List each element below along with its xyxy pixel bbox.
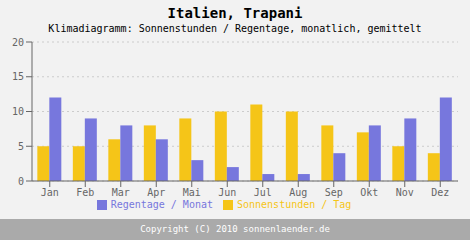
- html-text:Copyright (C) 2010 sonnenlaend: Copyright (C) 2010 sonnenlaender.de: [140, 224, 330, 234]
- svg-text:Aug: Aug: [289, 187, 307, 198]
- svg-text:15: 15: [12, 71, 24, 82]
- svg-text:Okt: Okt: [360, 187, 378, 198]
- svg-text:Mai: Mai: [183, 187, 201, 198]
- svg-text:20: 20: [12, 37, 24, 48]
- html-text:Sonnenstunden / Tag: Sonnenstunden / Tag: [237, 199, 352, 210]
- svg-text:Mar: Mar: [112, 187, 130, 198]
- svg-text:Jul: Jul: [254, 187, 272, 198]
- svg-text:Jan: Jan: [41, 187, 59, 198]
- svg-text:Jun: Jun: [218, 187, 236, 198]
- svg-text:0: 0: [18, 176, 24, 187]
- html-text:Klimadiagramm: Sonnenstunden /: Klimadiagramm: Sonnenstunden / Regentage…: [48, 23, 422, 34]
- html-text:Regentage / Monat: Regentage / Monat: [110, 199, 213, 210]
- svg-text:Sep: Sep: [325, 187, 343, 198]
- svg-text:5: 5: [18, 141, 24, 152]
- svg-text:Feb: Feb: [76, 187, 94, 198]
- svg-text:Apr: Apr: [147, 187, 165, 198]
- svg-text:Nov: Nov: [396, 187, 414, 198]
- svg-text:Dez: Dez: [431, 187, 449, 198]
- html-text:Italien, Trapani: Italien, Trapani: [167, 5, 303, 21]
- svg-text:10: 10: [12, 106, 24, 117]
